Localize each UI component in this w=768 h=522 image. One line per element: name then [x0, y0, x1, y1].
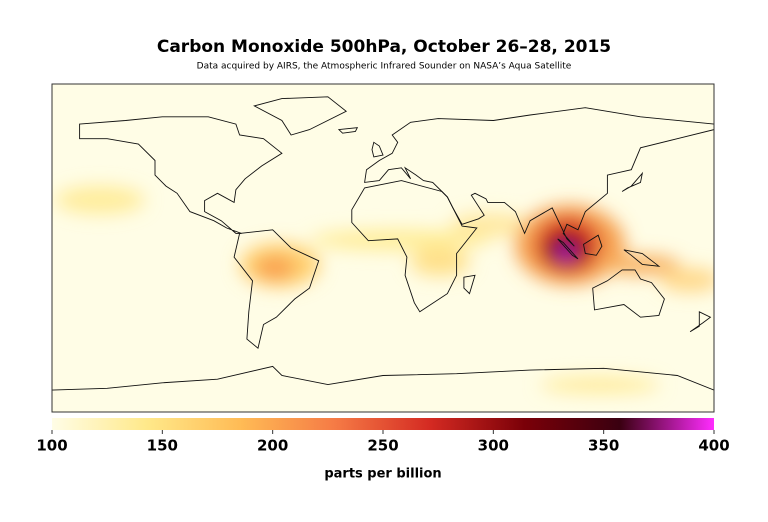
map-frame	[51, 83, 715, 413]
subtitle: Data acquired by AIRS, the Atmospheric I…	[197, 62, 572, 72]
colorbar	[52, 418, 714, 430]
colorbar-tick-label: 350	[588, 437, 619, 455]
colorbar-tick-label: 400	[698, 437, 729, 455]
coastline	[337, 127, 359, 134]
coastline	[621, 171, 644, 192]
colorbar-tick-label: 100	[36, 437, 67, 455]
coastline	[52, 365, 714, 391]
colorbar-tick-label: 300	[478, 437, 509, 455]
coastline	[233, 229, 320, 350]
coastlines	[52, 96, 714, 391]
coastline	[351, 180, 478, 313]
coastline	[79, 116, 283, 234]
coastline	[689, 311, 712, 333]
coastline	[582, 234, 603, 256]
coastline	[364, 107, 714, 247]
coastline	[463, 274, 476, 295]
coastline	[557, 238, 579, 260]
coastline	[371, 141, 384, 158]
concentration-field	[55, 186, 714, 393]
coastline	[253, 96, 348, 136]
colorbar-tick-label: 150	[147, 437, 178, 455]
colorbar-tick-label: 200	[257, 437, 288, 455]
title: Carbon Monoxide 500hPa, October 26–28, 2…	[157, 37, 611, 57]
coastline	[592, 269, 665, 318]
colorbar-tick-label: 250	[367, 437, 398, 455]
coastline	[623, 249, 661, 267]
colorbar-label: parts per billion	[324, 467, 441, 482]
